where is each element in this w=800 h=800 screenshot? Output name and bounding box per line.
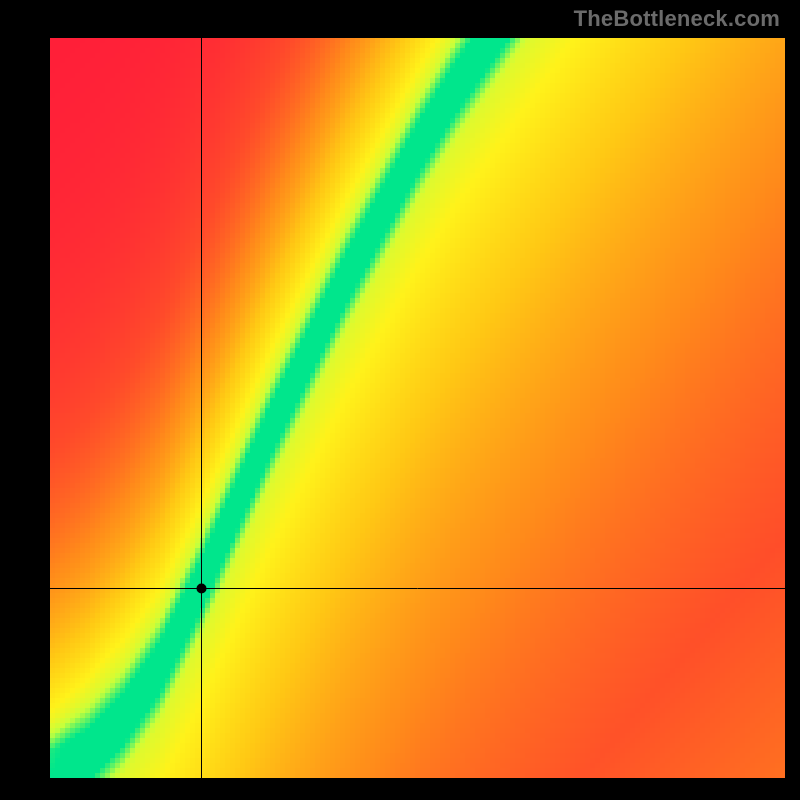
heatmap-plot — [50, 38, 785, 778]
crosshair-overlay — [50, 38, 785, 778]
watermark-text: TheBottleneck.com — [574, 6, 780, 32]
